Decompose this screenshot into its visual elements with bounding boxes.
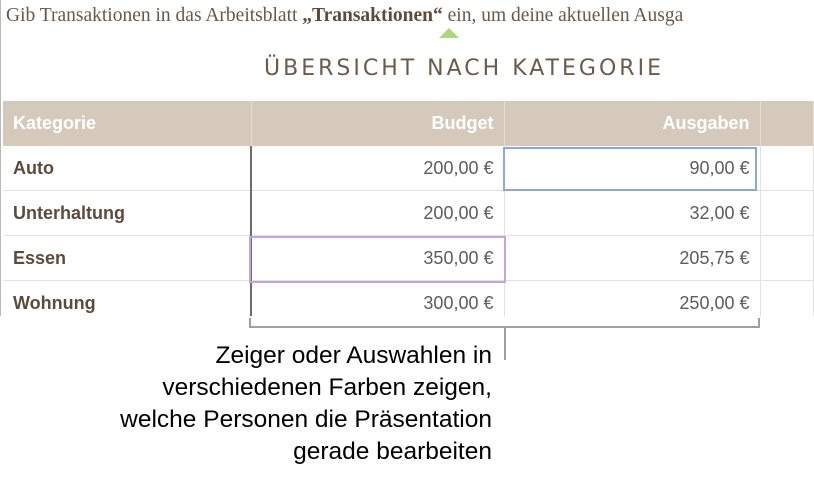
intro-text: Gib Transaktionen in das Arbeitsblatt „T… <box>6 5 814 29</box>
caption-line: Zeiger oder Auswahlen in <box>215 342 492 369</box>
budget-cell[interactable]: 350,00 € <box>251 235 505 281</box>
caption-line: welche Personen die Präsentation <box>120 406 492 433</box>
caption-line: gerade bearbeiten <box>293 438 492 465</box>
empty-cell[interactable] <box>760 146 814 191</box>
empty-cell[interactable] <box>760 280 814 316</box>
callout-line <box>504 328 506 360</box>
category-cell[interactable]: Wohnung <box>3 280 252 316</box>
table-row: Auto 200,00 € 90,00 € <box>3 146 814 191</box>
spending-cell[interactable]: 90,00 € <box>504 146 761 191</box>
sheet-name-bold: „Transaktionen“ <box>302 5 443 26</box>
header-empty[interactable] <box>760 101 814 146</box>
header-spending[interactable]: Ausgaben <box>504 101 761 146</box>
callout-bracket <box>249 318 760 328</box>
callout-caption: Zeiger oder Auswahlen in verschiedenen F… <box>0 340 492 468</box>
table-row: Unterhaltung 200,00 € 32,00 € <box>3 190 814 236</box>
category-cell[interactable]: Auto <box>3 146 252 191</box>
spreadsheet-slide: Gib Transaktionen in das Arbeitsblatt „T… <box>0 0 814 316</box>
intro-text-start: Gib Transaktionen in das Arbeitsblatt <box>6 5 303 26</box>
table-title: ÜBERSICHT NACH KATEGORIE <box>264 56 664 81</box>
table-row: Wohnung 300,00 € 250,00 € <box>3 280 814 316</box>
header-budget[interactable]: Budget <box>251 101 505 146</box>
collaborator-caret-icon <box>439 28 459 38</box>
table-header-row: Kategorie Budget Ausgaben <box>3 101 814 146</box>
category-cell[interactable]: Essen <box>3 235 252 281</box>
budget-cell[interactable]: 300,00 € <box>251 280 505 316</box>
intro-text-end: ein, um deine aktuellen Ausga <box>442 5 684 26</box>
empty-cell[interactable] <box>760 235 814 281</box>
category-cell[interactable]: Unterhaltung <box>3 190 252 236</box>
caption-line: verschiedenen Farben zeigen, <box>162 374 492 401</box>
category-table: Kategorie Budget Ausgaben Auto 200,00 € … <box>3 101 814 316</box>
budget-cell[interactable]: 200,00 € <box>251 146 505 191</box>
table-row: Essen 350,00 € 205,75 € <box>3 235 814 281</box>
spending-cell[interactable]: 205,75 € <box>504 235 761 281</box>
spending-cell[interactable]: 32,00 € <box>504 190 761 236</box>
budget-cell[interactable]: 200,00 € <box>251 190 505 236</box>
empty-cell[interactable] <box>760 190 814 236</box>
header-category[interactable]: Kategorie <box>3 101 252 146</box>
spending-cell[interactable]: 250,00 € <box>504 280 761 316</box>
